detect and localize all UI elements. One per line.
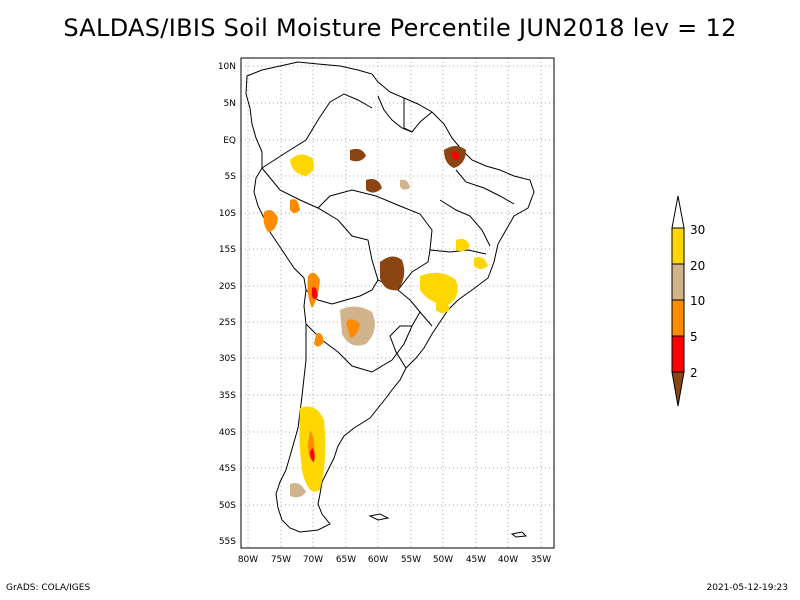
lat-tick-label: 55S: [219, 537, 236, 547]
colorbar-label-30: 30: [690, 223, 705, 237]
colorbar-top-arrow: [671, 195, 685, 229]
lat-tick-label: 25S: [219, 318, 236, 328]
colorbar: 30 20 10 5 2: [671, 195, 705, 407]
colorbar-bottom-arrow: [671, 371, 685, 407]
latitude-labels: 10N 5N EQ 5S 10S 15S 20S 25S 30S 35S 40S 45S 50S 55S: [218, 62, 236, 547]
lat-tick-label: EQ: [223, 136, 236, 146]
map-frame: [240, 57, 555, 549]
lat-tick-label: 50S: [219, 501, 236, 511]
grid-lines: [241, 58, 554, 548]
colorbar-segment-2-5: [671, 335, 685, 373]
lat-tick-label: 20S: [219, 282, 236, 292]
lat-tick-label: 35S: [219, 391, 236, 401]
lat-tick-label: 5N: [224, 99, 236, 109]
map-title: SALDAS/IBIS Soil Moisture Percentile JUN…: [63, 14, 737, 42]
lat-tick-label: 15S: [219, 245, 236, 255]
lat-tick-label: 10N: [218, 62, 236, 72]
colorbar-segment-10-20: [671, 263, 685, 301]
lon-tick-label: 70W: [303, 555, 323, 565]
colorbar-label-2: 2: [690, 366, 698, 380]
colorbar-label-10: 10: [690, 294, 705, 308]
footer-timestamp: 2021-05-12-19:23: [706, 583, 789, 593]
lat-tick-label: 30S: [219, 354, 236, 364]
colorbar-label-5: 5: [690, 330, 698, 344]
colorbar-segment-20-30: [671, 227, 685, 265]
lon-tick-label: 45W: [466, 555, 486, 565]
lat-tick-label: 10S: [219, 209, 236, 219]
colorbar-label-20: 20: [690, 259, 705, 273]
islands: [368, 513, 528, 538]
colorbar-segment-5-10: [671, 299, 685, 337]
percentile-patches: [263, 146, 488, 498]
longitude-labels: 80W 75W 70W 65W 60W 55W 50W 45W 40W 35W: [238, 555, 551, 565]
lon-tick-label: 60W: [368, 555, 388, 565]
lon-tick-label: 40W: [498, 555, 518, 565]
lon-tick-label: 55W: [401, 555, 421, 565]
continent-outline: [245, 61, 535, 533]
lat-tick-label: 45S: [219, 464, 236, 474]
lat-tick-label: 40S: [219, 428, 236, 438]
lat-tick-label: 5S: [225, 172, 237, 182]
lon-tick-label: 80W: [238, 555, 258, 565]
lon-tick-label: 35W: [531, 555, 551, 565]
footer-credit: GrADS: COLA/IGES: [6, 583, 91, 593]
lon-tick-label: 65W: [336, 555, 356, 565]
lon-tick-label: 50W: [433, 555, 453, 565]
lon-tick-label: 75W: [271, 555, 291, 565]
